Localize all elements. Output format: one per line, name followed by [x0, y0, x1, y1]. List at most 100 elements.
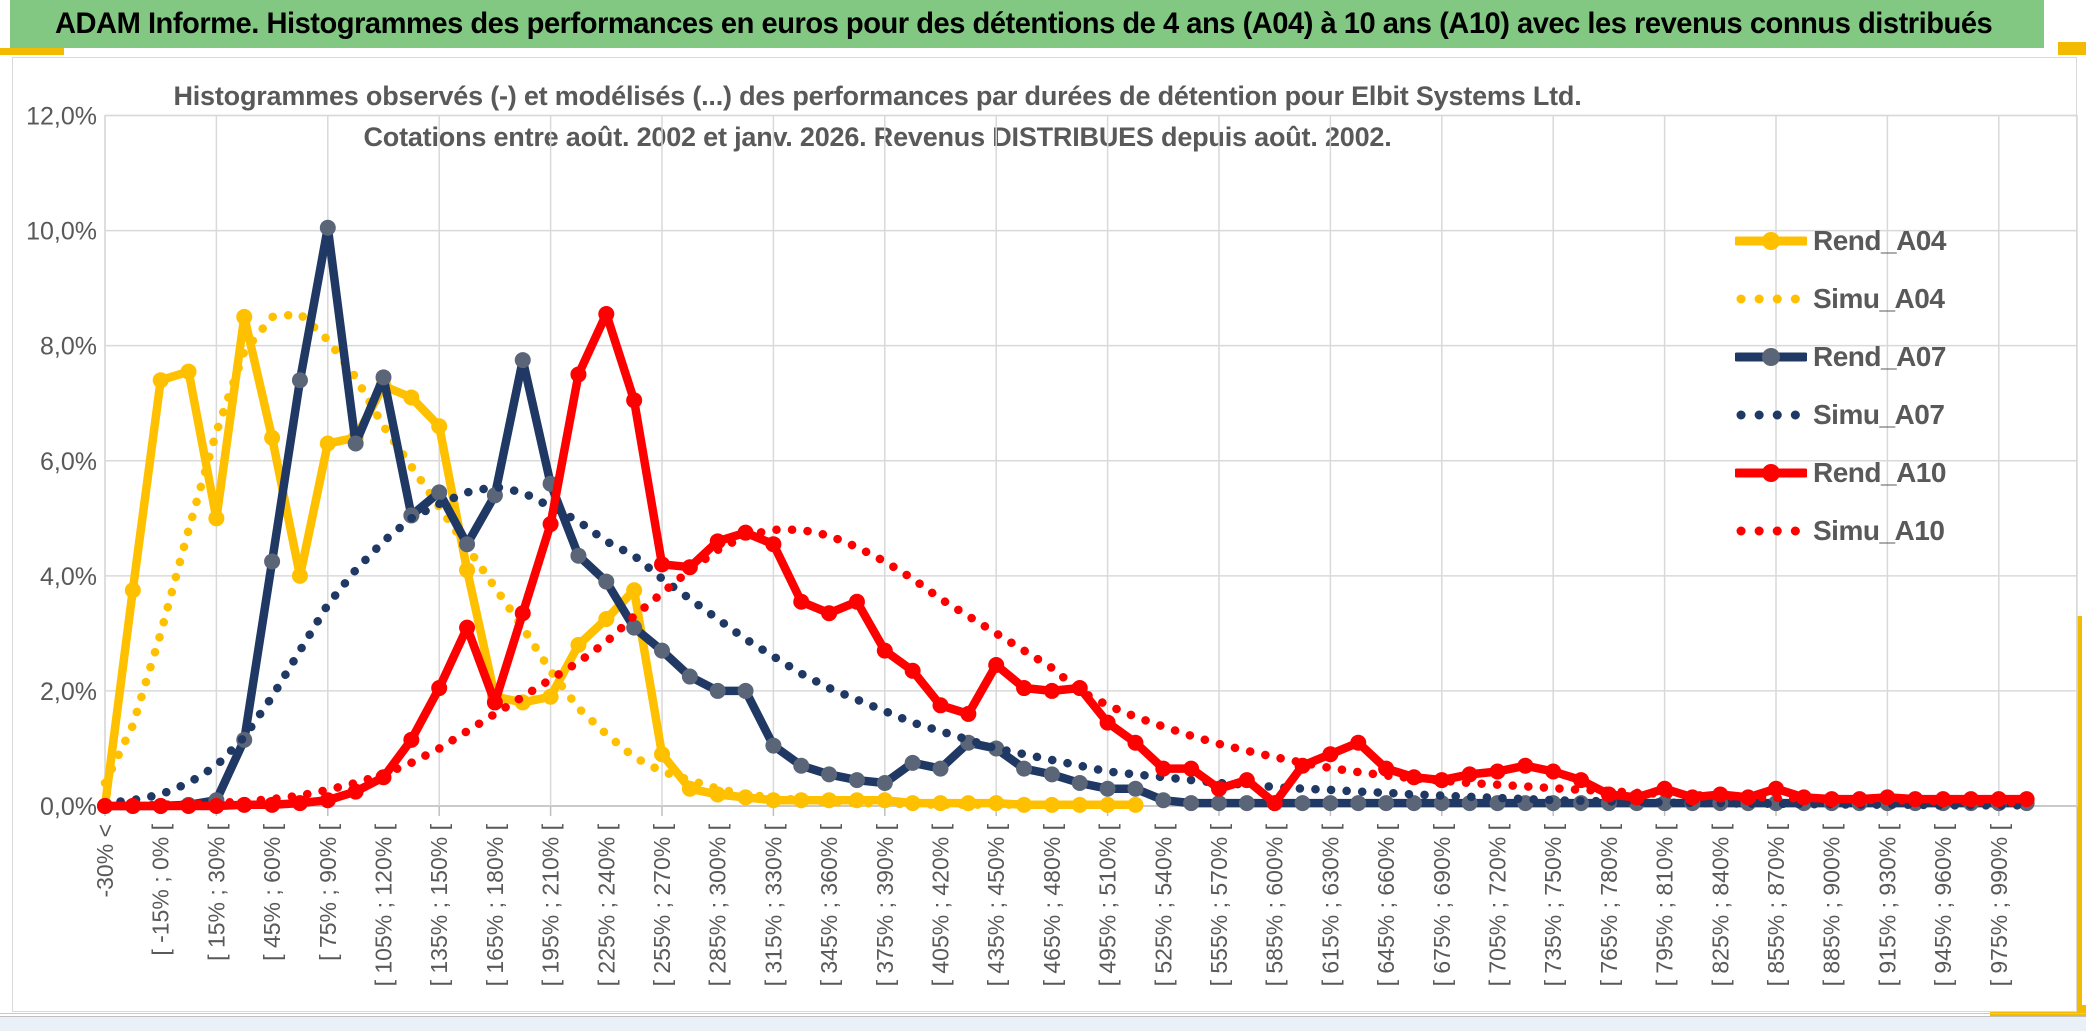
x-axis-label: [ 795% ; 810% [: [1652, 823, 1678, 986]
data-point: [375, 369, 392, 386]
data-point: [904, 754, 921, 771]
data-point: [1461, 766, 1478, 783]
legend-label: Simu_A04: [1813, 283, 1945, 314]
data-point: [1016, 760, 1033, 777]
legend-item-Rend_A07: Rend_A07: [1735, 328, 2065, 386]
gold-accent-top-left: [0, 48, 64, 55]
data-point: [709, 533, 726, 550]
x-axis-label: [ 75% ; 90% [: [315, 823, 341, 960]
data-point: [1043, 796, 1060, 813]
data-point: [319, 219, 336, 236]
data-point: [1350, 734, 1367, 751]
data-point: [514, 605, 531, 622]
data-point: [1545, 763, 1562, 780]
data-point: [570, 636, 587, 653]
data-point: [626, 619, 643, 636]
data-point: [1043, 766, 1060, 783]
data-point: [459, 562, 476, 579]
data-point: [1127, 734, 1144, 751]
x-axis-label: [ 135% ; 150% [: [426, 823, 452, 986]
data-point: [1127, 780, 1144, 797]
series-line-Rend_A10: [100, 309, 2031, 811]
data-point: [681, 668, 698, 685]
data-point: [904, 662, 921, 679]
series-markers-Rend_A04: [97, 308, 1144, 814]
gold-accent-top-right: [2058, 42, 2086, 55]
data-point: [1266, 795, 1283, 812]
data-point: [1768, 780, 1784, 797]
legend-label: Simu_A10: [1813, 515, 1945, 546]
data-point: [1183, 795, 1200, 812]
window-header: ADAM Informe. Histogrammes des performan…: [10, 0, 2044, 48]
legend-item-Rend_A04: Rend_A04: [1735, 212, 2065, 270]
data-point: [654, 556, 670, 573]
y-axis-label: 4,0%: [40, 563, 97, 591]
x-axis-label: [ 195% ; 210% [: [538, 823, 564, 986]
legend-line-sample: [1736, 410, 1806, 420]
data-point: [1433, 772, 1450, 789]
data-point: [542, 516, 559, 533]
data-point: [1099, 780, 1116, 797]
data-point: [1155, 760, 1172, 777]
data-point: [319, 435, 336, 452]
legend-marker-icon: [1762, 232, 1780, 250]
x-axis-label: [ 285% ; 300% [: [705, 823, 731, 986]
data-point: [932, 760, 949, 777]
x-axis-label: [ 345% ; 360% [: [816, 823, 842, 986]
x-axis-label: [ 885% ; 900% [: [1819, 823, 1845, 986]
data-point: [1517, 757, 1534, 774]
data-point: [1071, 796, 1088, 813]
data-point: [291, 567, 308, 584]
data-point: [347, 435, 364, 452]
x-axis-label: [ 315% ; 330% [: [760, 823, 786, 986]
legend-item-Rend_A10: Rend_A10: [1735, 444, 2065, 502]
data-point: [152, 372, 169, 389]
data-point: [431, 418, 448, 435]
data-point: [291, 795, 308, 812]
y-axis-label: 2,0%: [40, 678, 97, 706]
legend-line-sample: [1736, 526, 1806, 536]
legend-label: Rend_A07: [1813, 341, 1946, 372]
legend-line-sample: [1736, 294, 1806, 304]
x-axis-label: [ -15% ; 0% [: [148, 823, 174, 955]
data-point: [319, 792, 336, 809]
data-point: [208, 510, 225, 527]
data-point: [681, 780, 698, 797]
data-point: [1378, 795, 1395, 812]
series-line-Rend_A04: [100, 312, 1140, 811]
data-point: [1405, 795, 1422, 812]
x-axis-label: [ 645% ; 660% [: [1373, 823, 1399, 986]
data-point: [180, 363, 197, 380]
x-axis-label: [ 105% ; 120% [: [371, 823, 397, 986]
x-axis-label: [ 915% ; 930% [: [1874, 823, 1900, 986]
data-point: [1238, 795, 1255, 812]
data-point: [431, 484, 448, 501]
data-point: [1043, 682, 1060, 699]
data-point: [876, 642, 893, 659]
data-point: [403, 389, 420, 406]
data-point: [2018, 791, 2035, 808]
data-point: [1211, 795, 1227, 812]
data-point: [1099, 714, 1116, 731]
x-axis-label: [ 615% ; 630% [: [1317, 823, 1343, 986]
divider: [0, 1013, 2086, 1014]
y-axis-label: 12,0%: [26, 103, 97, 131]
x-axis-label: [ 675% ; 690% [: [1429, 823, 1455, 986]
data-point: [542, 688, 559, 705]
data-point: [431, 680, 448, 697]
x-axis-label: [ 225% ; 240% [: [593, 823, 619, 986]
data-point: [1294, 795, 1311, 812]
x-axis-label: [ 945% ; 960% [: [1930, 823, 1956, 986]
data-point: [1099, 796, 1116, 813]
data-point: [1155, 792, 1172, 809]
data-point: [124, 582, 141, 599]
data-point: [821, 605, 838, 622]
x-axis-label: [ 495% ; 510% [: [1095, 823, 1121, 986]
x-axis-label: [ 165% ; 180% [: [482, 823, 508, 986]
data-point: [654, 642, 670, 659]
legend-label: Rend_A10: [1813, 457, 1946, 488]
data-point: [1823, 791, 1840, 808]
legend-item-Simu_A04: Simu_A04: [1735, 270, 2065, 328]
data-point: [765, 536, 782, 553]
data-point: [654, 746, 670, 763]
